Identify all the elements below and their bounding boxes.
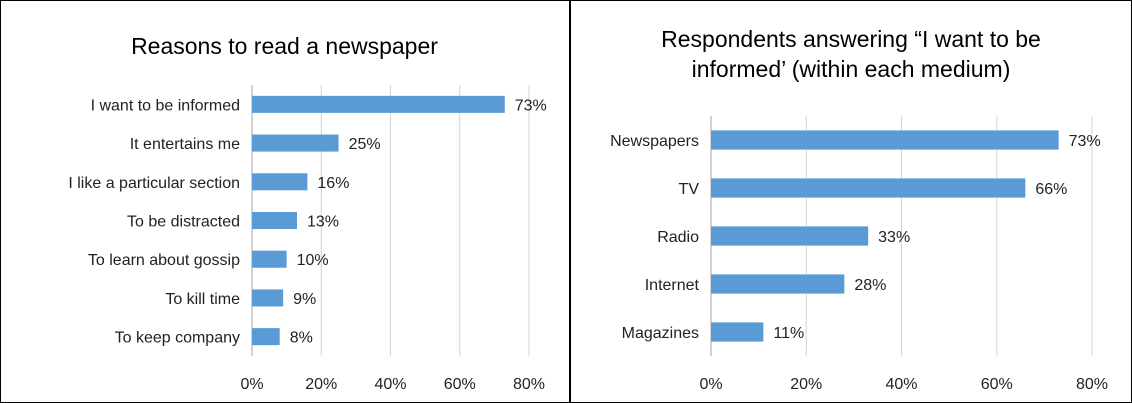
value-label: 33% <box>878 229 910 246</box>
x-tick-label: 60% <box>981 376 1013 393</box>
bar <box>252 211 298 230</box>
value-label: 73% <box>1069 133 1101 150</box>
value-label: 11% <box>773 325 804 342</box>
category-label: To kill time <box>165 291 240 308</box>
x-tick-label: 40% <box>374 376 406 393</box>
bar <box>252 134 339 152</box>
x-tick-label: 40% <box>885 376 917 393</box>
x-tick-label: 20% <box>305 376 337 393</box>
x-tick-label: 60% <box>444 376 476 393</box>
value-label: 28% <box>854 277 886 294</box>
value-label: 16% <box>317 175 349 192</box>
chart-panel-media: Respondents answering “I want to be info… <box>571 0 1131 403</box>
category-label: Magazines <box>622 325 699 342</box>
category-label: To keep company <box>115 330 240 347</box>
x-tick-label: 20% <box>790 376 822 393</box>
bar <box>252 173 308 191</box>
category-label: It entertains me <box>130 136 240 153</box>
x-tick-label: 80% <box>1076 376 1108 393</box>
value-label: 25% <box>349 136 381 153</box>
chart-title: Respondents answering “I want to be info… <box>571 24 1131 84</box>
bar <box>711 178 1026 198</box>
chart-panel-reasons: Reasons to read a newspaper I want to be… <box>1 0 568 403</box>
bar <box>711 322 764 342</box>
bar <box>252 95 505 113</box>
x-tick-label: 80% <box>513 376 545 393</box>
bar <box>252 328 280 346</box>
value-label: 10% <box>297 252 329 269</box>
bar <box>252 250 287 268</box>
panel-divider <box>569 0 571 403</box>
chart-title-line-1: Respondents answering “I want to be <box>661 26 1041 52</box>
value-label: 13% <box>307 214 339 231</box>
bar <box>711 226 869 246</box>
category-label: To be distracted <box>127 214 240 231</box>
category-label: Radio <box>657 229 699 246</box>
value-label: 66% <box>1035 181 1067 198</box>
category-label: Newspapers <box>610 133 699 150</box>
bar <box>252 289 284 307</box>
category-label: I like a particular section <box>68 175 240 192</box>
x-tick-label: 0% <box>240 376 263 393</box>
x-tick-label: 0% <box>699 376 722 393</box>
chart-media-svg: Newspapers 73% TV 66% Radio 33% Internet 28% Mag… <box>610 116 1108 393</box>
category-label: TV <box>679 181 700 198</box>
chart-title-line-2: informed’ (within each medium) <box>691 56 1011 82</box>
value-label: 9% <box>293 291 316 308</box>
category-label: I want to be informed <box>91 97 240 114</box>
bar <box>711 130 1059 150</box>
chart-reasons-svg: I want to be informed 73% It entertains me… <box>68 85 547 393</box>
category-label: To learn about gossip <box>88 252 240 269</box>
bar <box>711 274 845 294</box>
value-label: 73% <box>515 97 547 114</box>
category-label: Internet <box>645 277 700 294</box>
value-label: 8% <box>290 330 313 347</box>
chart-title: Reasons to read a newspaper <box>131 33 438 59</box>
